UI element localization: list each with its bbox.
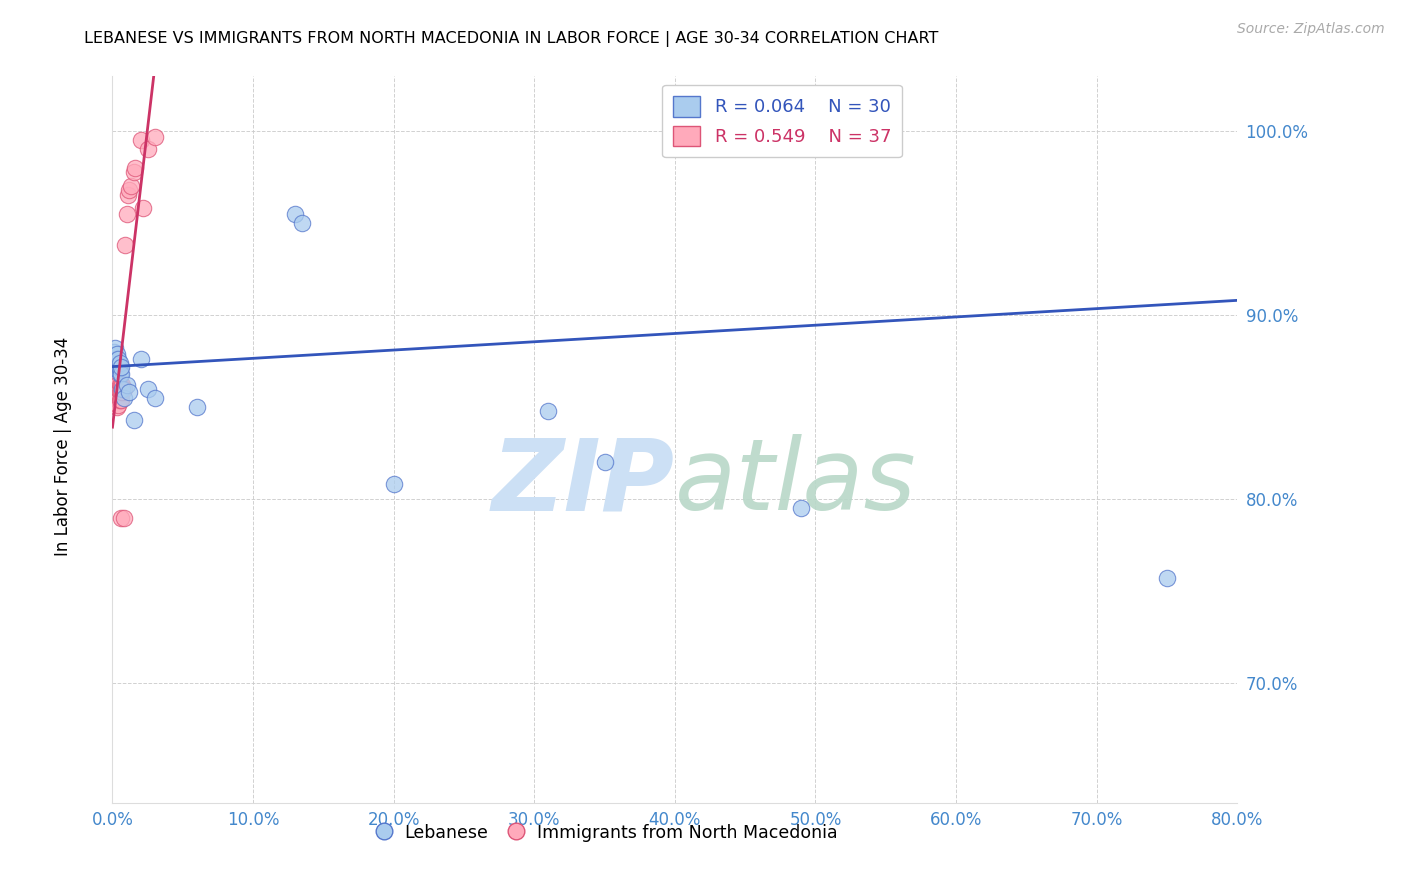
Point	[114, 238, 136, 252]
Point	[105, 347, 128, 361]
Point	[104, 341, 127, 355]
Point	[104, 376, 127, 391]
Point	[115, 207, 138, 221]
Point	[103, 344, 125, 359]
Point	[790, 501, 813, 516]
Point	[593, 455, 616, 469]
Point	[108, 361, 131, 376]
Point	[105, 378, 128, 392]
Point	[104, 370, 127, 384]
Point	[105, 352, 128, 367]
Text: ZIP: ZIP	[492, 434, 675, 532]
Point	[118, 183, 141, 197]
Point	[104, 354, 127, 368]
Point	[110, 359, 132, 374]
Text: LEBANESE VS IMMIGRANTS FROM NORTH MACEDONIA IN LABOR FORCE | AGE 30-34 CORRELATI: LEBANESE VS IMMIGRANTS FROM NORTH MACEDO…	[84, 31, 939, 47]
Point	[122, 164, 145, 178]
Point	[112, 510, 135, 524]
Text: Source: ZipAtlas.com: Source: ZipAtlas.com	[1237, 22, 1385, 37]
Point	[108, 367, 131, 381]
Point	[136, 143, 159, 157]
Point	[110, 385, 132, 400]
Point	[143, 391, 166, 405]
Point	[110, 510, 132, 524]
Point	[136, 382, 159, 396]
Point	[105, 385, 128, 400]
Point	[118, 385, 141, 400]
Point	[186, 400, 208, 414]
Point	[107, 392, 129, 407]
Point	[115, 378, 138, 392]
Point	[284, 207, 307, 221]
Point	[103, 354, 125, 368]
Point	[105, 400, 128, 414]
Point	[1156, 571, 1178, 585]
Point	[110, 367, 132, 381]
Point	[111, 382, 134, 396]
Point	[107, 358, 129, 372]
Point	[382, 477, 405, 491]
Point	[129, 352, 152, 367]
Point	[143, 129, 166, 144]
Point	[110, 392, 132, 407]
Point	[107, 398, 129, 412]
Point	[107, 385, 129, 400]
Point	[291, 216, 314, 230]
Point	[104, 363, 127, 377]
Point	[112, 391, 135, 405]
Point	[112, 382, 135, 396]
Point	[110, 378, 132, 392]
Point	[108, 392, 131, 407]
Point	[107, 363, 129, 377]
Point	[108, 378, 131, 392]
Point	[117, 188, 139, 202]
Point	[103, 354, 125, 368]
Point	[537, 404, 560, 418]
Point	[103, 370, 125, 384]
Point	[120, 179, 142, 194]
Point	[108, 385, 131, 400]
Point	[103, 363, 125, 377]
Text: atlas: atlas	[675, 434, 917, 532]
Point	[129, 133, 152, 147]
Point	[111, 378, 134, 392]
Point	[111, 385, 134, 400]
Point	[122, 413, 145, 427]
Point	[104, 387, 127, 401]
Point	[107, 352, 129, 367]
Text: In Labor Force | Age 30-34: In Labor Force | Age 30-34	[55, 336, 72, 556]
Point	[105, 391, 128, 405]
Point	[124, 161, 146, 175]
Point	[103, 376, 125, 391]
Point	[108, 356, 131, 370]
Legend: Lebanese, Immigrants from North Macedonia: Lebanese, Immigrants from North Macedoni…	[370, 817, 845, 848]
Point	[132, 202, 155, 216]
